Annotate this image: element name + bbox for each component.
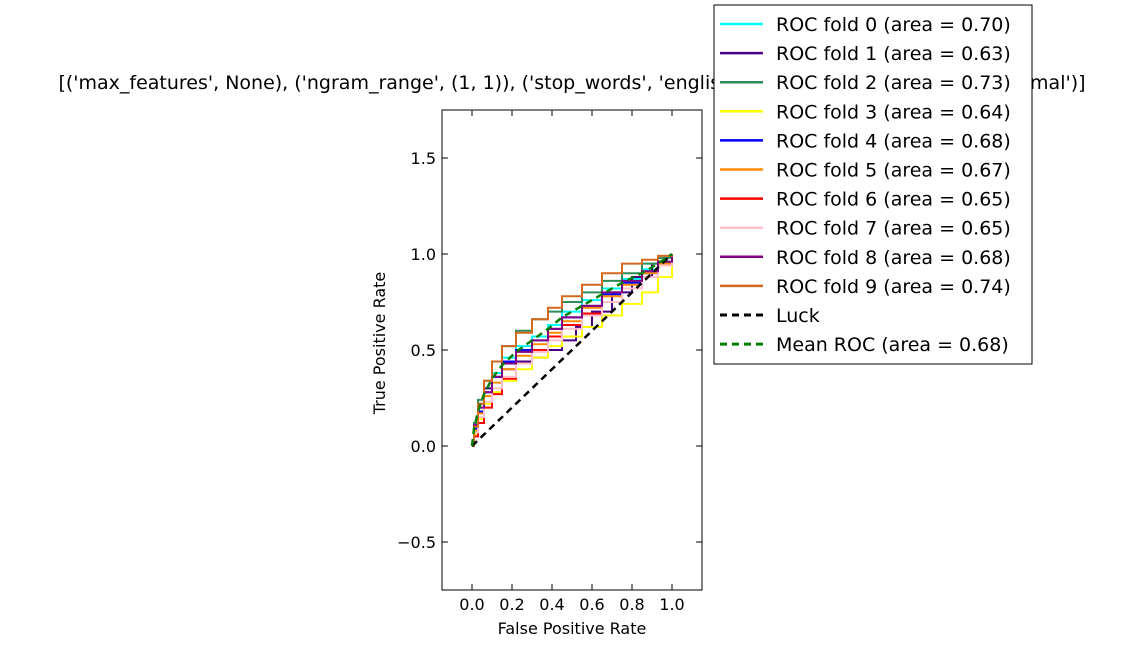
legend-label: ROC fold 2 (area = 0.73) [776, 72, 1011, 94]
legend-label: ROC fold 8 (area = 0.68) [776, 247, 1011, 269]
y-tick-label: 0.0 [411, 437, 436, 456]
series-line-9 [472, 254, 673, 447]
x-axis-label: False Positive Rate [498, 619, 647, 638]
series-line-8 [472, 254, 673, 447]
legend-item: ROC fold 6 (area = 0.65) [720, 189, 1011, 211]
legend-item: ROC fold 8 (area = 0.68) [720, 247, 1011, 269]
plot-area: 0.0 0.2 0.4 0.6 0.8 1.0 −0.5 0.0 0.5 1.0 1.5 [397, 109, 703, 614]
legend-label: ROC fold 6 (area = 0.65) [776, 189, 1011, 211]
y-axis-label: True Positive Rate [370, 272, 389, 416]
legend-label: ROC fold 1 (area = 0.63) [776, 43, 1011, 65]
legend-item: Luck [720, 305, 820, 327]
y-tick-label: 1.0 [411, 245, 436, 264]
legend-label: ROC fold 3 (area = 0.64) [776, 101, 1011, 123]
y-tick-label: −0.5 [397, 533, 436, 552]
y-tick-label: 1.5 [411, 149, 436, 168]
legend-label: Luck [776, 305, 820, 327]
x-tick-label: 1.0 [659, 595, 684, 614]
y-tick-label: 0.5 [411, 341, 436, 360]
legend-label: ROC fold 4 (area = 0.68) [776, 130, 1011, 152]
legend-item: ROC fold 4 (area = 0.68) [720, 130, 1011, 152]
legend-label: ROC fold 5 (area = 0.67) [776, 160, 1011, 182]
legend-label: ROC fold 0 (area = 0.70) [776, 14, 1011, 36]
legend-item: ROC fold 1 (area = 0.63) [720, 43, 1011, 65]
legend-label: Mean ROC (area = 0.68) [776, 334, 1009, 356]
legend-label: ROC fold 7 (area = 0.65) [776, 218, 1011, 240]
legend-item: ROC fold 2 (area = 0.73) [720, 72, 1011, 94]
legend-item: ROC fold 7 (area = 0.65) [720, 218, 1011, 240]
series-line-11 [470, 252, 673, 447]
legend-item: ROC fold 3 (area = 0.64) [720, 101, 1011, 123]
legend-items: ROC fold 0 (area = 0.70) ROC fold 1 (area… [720, 14, 1011, 356]
series-line-10 [471, 253, 673, 447]
legend-item: ROC fold 0 (area = 0.70) [720, 14, 1011, 36]
legend: ROC fold 0 (area = 0.70) ROC fold 1 (area… [713, 4, 1033, 365]
legend-label: ROC fold 9 (area = 0.74) [776, 276, 1011, 298]
legend-item: Mean ROC (area = 0.68) [720, 334, 1009, 356]
x-tick-label: 0.8 [619, 595, 644, 614]
x-tick-label: 0.4 [539, 595, 564, 614]
x-tick-label: 0.2 [499, 595, 524, 614]
series-line-7 [472, 254, 673, 447]
legend-item: ROC fold 9 (area = 0.74) [720, 276, 1011, 298]
ticks-layer: 0.0 0.2 0.4 0.6 0.8 1.0 −0.5 0.0 0.5 1.0 1.5 [397, 110, 702, 614]
x-tick-label: 0.6 [579, 595, 604, 614]
series-layer [470, 252, 673, 447]
x-tick-label: 0.0 [459, 595, 484, 614]
legend-item: ROC fold 5 (area = 0.67) [720, 160, 1011, 182]
legend-frame [713, 4, 1033, 365]
